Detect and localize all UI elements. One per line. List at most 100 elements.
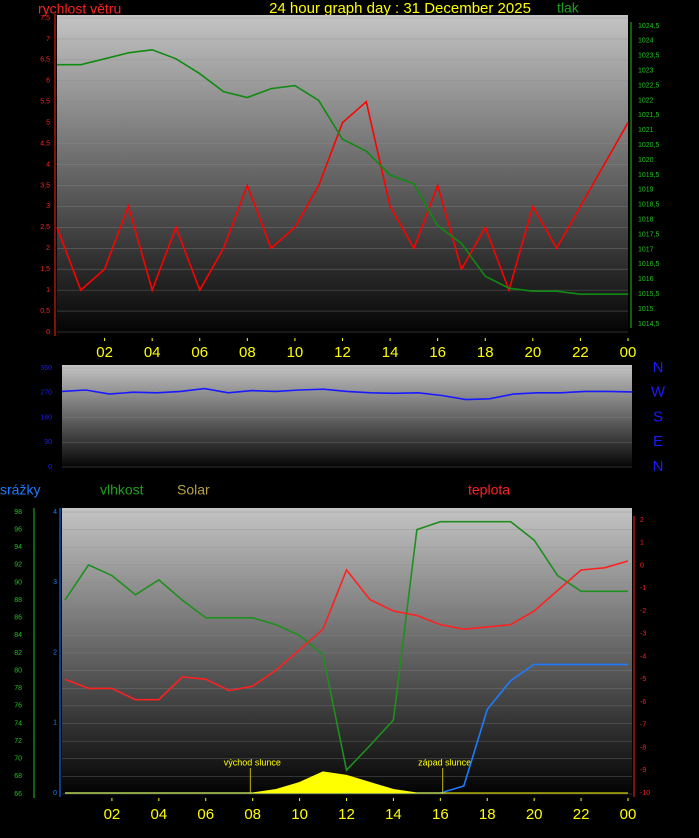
x-tick-label: 22 [572, 344, 589, 361]
tick-label: 1021,5 [638, 112, 660, 119]
series-line [64, 520, 628, 772]
x-tick-label: 06 [191, 344, 208, 361]
tick-label: 2 [53, 649, 57, 656]
legend-solar: Solar [177, 482, 210, 498]
tick-label: 82 [14, 650, 22, 657]
x-tick-label: 12 [338, 806, 355, 823]
x-tick-label: 18 [479, 806, 496, 823]
tick-label: 1016 [638, 276, 654, 283]
tick-label: 2 [46, 245, 50, 252]
tick-label: 76 [14, 703, 22, 710]
tick-label: 1023,5 [638, 53, 660, 60]
x-tick-label: 10 [291, 806, 308, 823]
x-tick-label: 16 [429, 344, 446, 361]
tick-label: -2 [640, 608, 646, 615]
tick-label: 4 [53, 509, 57, 516]
tick-label: 1016,5 [638, 261, 660, 268]
tick-label: -9 [640, 767, 646, 774]
tick-label: 1017,5 [638, 231, 660, 238]
tick-label: 1017 [638, 246, 654, 253]
tick-label: 3 [46, 203, 50, 210]
tick-label: 1 [46, 287, 50, 294]
tick-label: 1015,5 [638, 291, 660, 298]
tick-label: 80 [14, 667, 22, 674]
tick-label: -5 [640, 676, 646, 683]
tick-label: 0 [53, 790, 57, 797]
x-tick-label: 02 [96, 344, 113, 361]
x-tick-label: 14 [382, 344, 399, 361]
tick-label: 1 [640, 540, 644, 547]
series-line [64, 560, 629, 701]
tick-label: 180 [40, 414, 52, 421]
tick-label: 1020,5 [638, 142, 660, 149]
x-tick-label: 00 [620, 344, 637, 361]
tick-label: 1014,5 [638, 321, 660, 328]
tick-label: 74 [14, 720, 22, 727]
tick-label: 4 [46, 161, 50, 168]
x-tick-label: 18 [477, 344, 494, 361]
tick-label: 88 [14, 597, 22, 604]
series-line [56, 100, 629, 293]
tick-label: 68 [14, 773, 22, 780]
tick-label: N [653, 458, 664, 475]
tick-label: -10 [640, 790, 650, 797]
annotation: východ slunce [224, 757, 281, 767]
tick-label: 1022 [638, 97, 654, 104]
tick-label: 72 [14, 738, 22, 745]
tick-label: -7 [640, 722, 646, 729]
tick-label: -6 [640, 699, 646, 706]
tick-label: 0 [48, 464, 52, 471]
tick-label: 1019 [638, 187, 654, 194]
x-tick-label: 02 [104, 806, 121, 823]
tick-label: 5 [46, 120, 50, 127]
tick-label: 2 [640, 517, 644, 524]
tick-label: 2,5 [40, 224, 50, 231]
tick-label: 96 [14, 526, 22, 533]
legend-rain: srážky [0, 482, 40, 498]
x-tick-label: 20 [524, 344, 541, 361]
solar-area [65, 771, 628, 794]
tick-label: -1 [640, 585, 646, 592]
tick-label: E [653, 433, 663, 450]
series-line [61, 387, 633, 401]
tick-label: 70 [14, 756, 22, 763]
tick-label: -4 [640, 653, 646, 660]
tick-label: -8 [640, 744, 646, 751]
x-tick-label: 20 [526, 806, 543, 823]
x-tick-label: 08 [244, 806, 261, 823]
tick-label: -3 [640, 631, 646, 638]
tick-label: 7 [46, 36, 50, 43]
tick-label: 6,5 [40, 57, 50, 64]
chart-title: 24 hour graph day : 31 December 2025 [269, 0, 531, 17]
tick-label: 92 [14, 562, 22, 569]
tick-label: 0,5 [40, 308, 50, 315]
tick-label: S [653, 408, 663, 425]
tick-label: 86 [14, 615, 22, 622]
pressure-label: tlak [557, 0, 580, 16]
tick-label: 1023 [638, 68, 654, 75]
x-tick-label: 22 [573, 806, 590, 823]
tick-label: 3,5 [40, 182, 50, 189]
x-tick-label: 12 [334, 344, 351, 361]
series-line [57, 48, 628, 295]
legend-humidity: vlhkost [100, 482, 144, 498]
x-tick-label: 06 [197, 806, 214, 823]
x-tick-label: 00 [620, 806, 637, 823]
tick-label: 90 [14, 579, 22, 586]
tick-label: 1 [53, 720, 57, 727]
tick-label: 1024 [638, 38, 654, 45]
tick-label: 0 [640, 562, 644, 569]
tick-label: W [651, 384, 666, 401]
tick-label: 66 [14, 791, 22, 798]
tick-label: 84 [14, 632, 22, 639]
tick-label: 7,5 [40, 15, 50, 22]
tick-label: 360 [40, 365, 52, 372]
tick-label: 270 [40, 390, 52, 397]
x-tick-label: 14 [385, 806, 402, 823]
tick-label: 3 [53, 579, 57, 586]
wind-label: rychlost větru [38, 1, 121, 17]
tick-label: 1019,5 [638, 172, 660, 179]
tick-label: 5,5 [40, 99, 50, 106]
